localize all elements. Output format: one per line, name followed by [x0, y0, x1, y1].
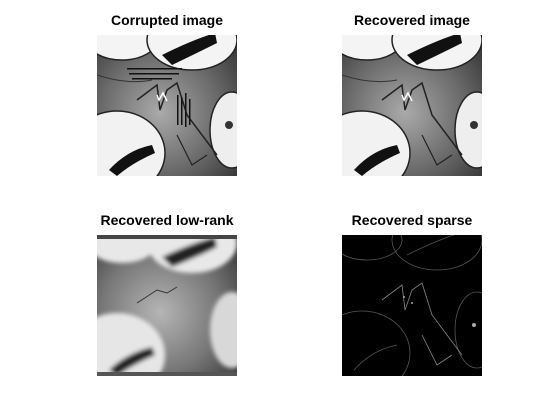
- panel-title-corrupted: Corrupted image: [97, 12, 237, 28]
- corrupted-image: [97, 35, 237, 176]
- lowrank-image: [97, 235, 237, 376]
- sparse-image: [342, 235, 482, 376]
- panel-lowrank: Recovered low-rank: [97, 212, 237, 377]
- panel-recovered: Recovered image: [342, 12, 482, 177]
- panel-title-recovered: Recovered image: [342, 12, 482, 28]
- panel-title-sparse: Recovered sparse: [342, 212, 482, 228]
- recovered-image: [342, 35, 482, 176]
- panel-corrupted: Corrupted image: [97, 12, 237, 177]
- panel-title-lowrank: Recovered low-rank: [97, 212, 237, 228]
- panel-sparse: Recovered sparse: [342, 212, 482, 377]
